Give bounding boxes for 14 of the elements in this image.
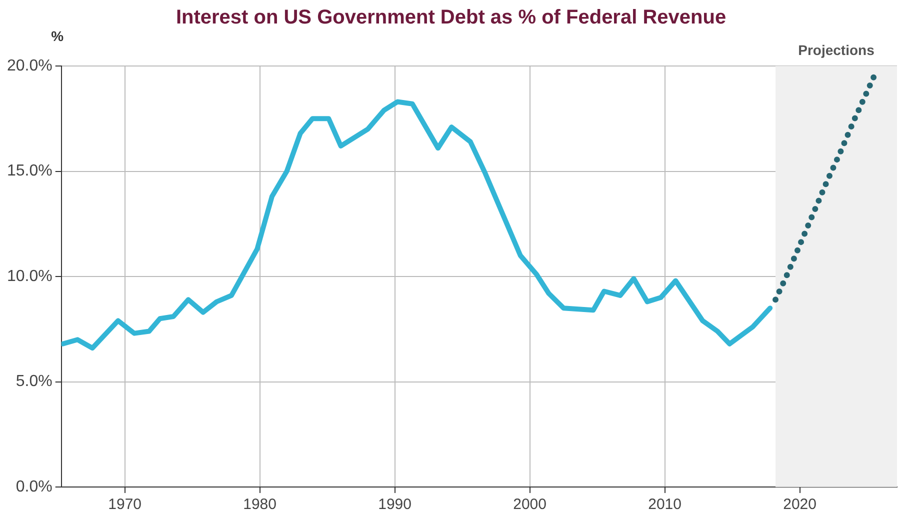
x-tick-label: 1980 [243, 496, 276, 514]
x-tick-label: 2020 [783, 496, 816, 514]
y-tick-label: 5.0% [16, 373, 52, 390]
band-label: Projections [798, 42, 875, 58]
y-axis-title: % [51, 28, 64, 44]
y-tick-label: 10.0% [6, 268, 52, 285]
chart-title: Interest on US Government Debt as % of Federal Revenue [176, 6, 726, 29]
y-tick-label: 15.0% [6, 162, 52, 180]
x-tick-label: 1990 [378, 496, 412, 514]
x-tick-label: 1970 [108, 496, 142, 514]
y-tick-label: 0.0% [16, 478, 52, 496]
x-tick-label: 2010 [648, 496, 682, 514]
y-tick-label: 20.0% [6, 57, 52, 74]
x-tick-label: 2000 [513, 496, 546, 514]
